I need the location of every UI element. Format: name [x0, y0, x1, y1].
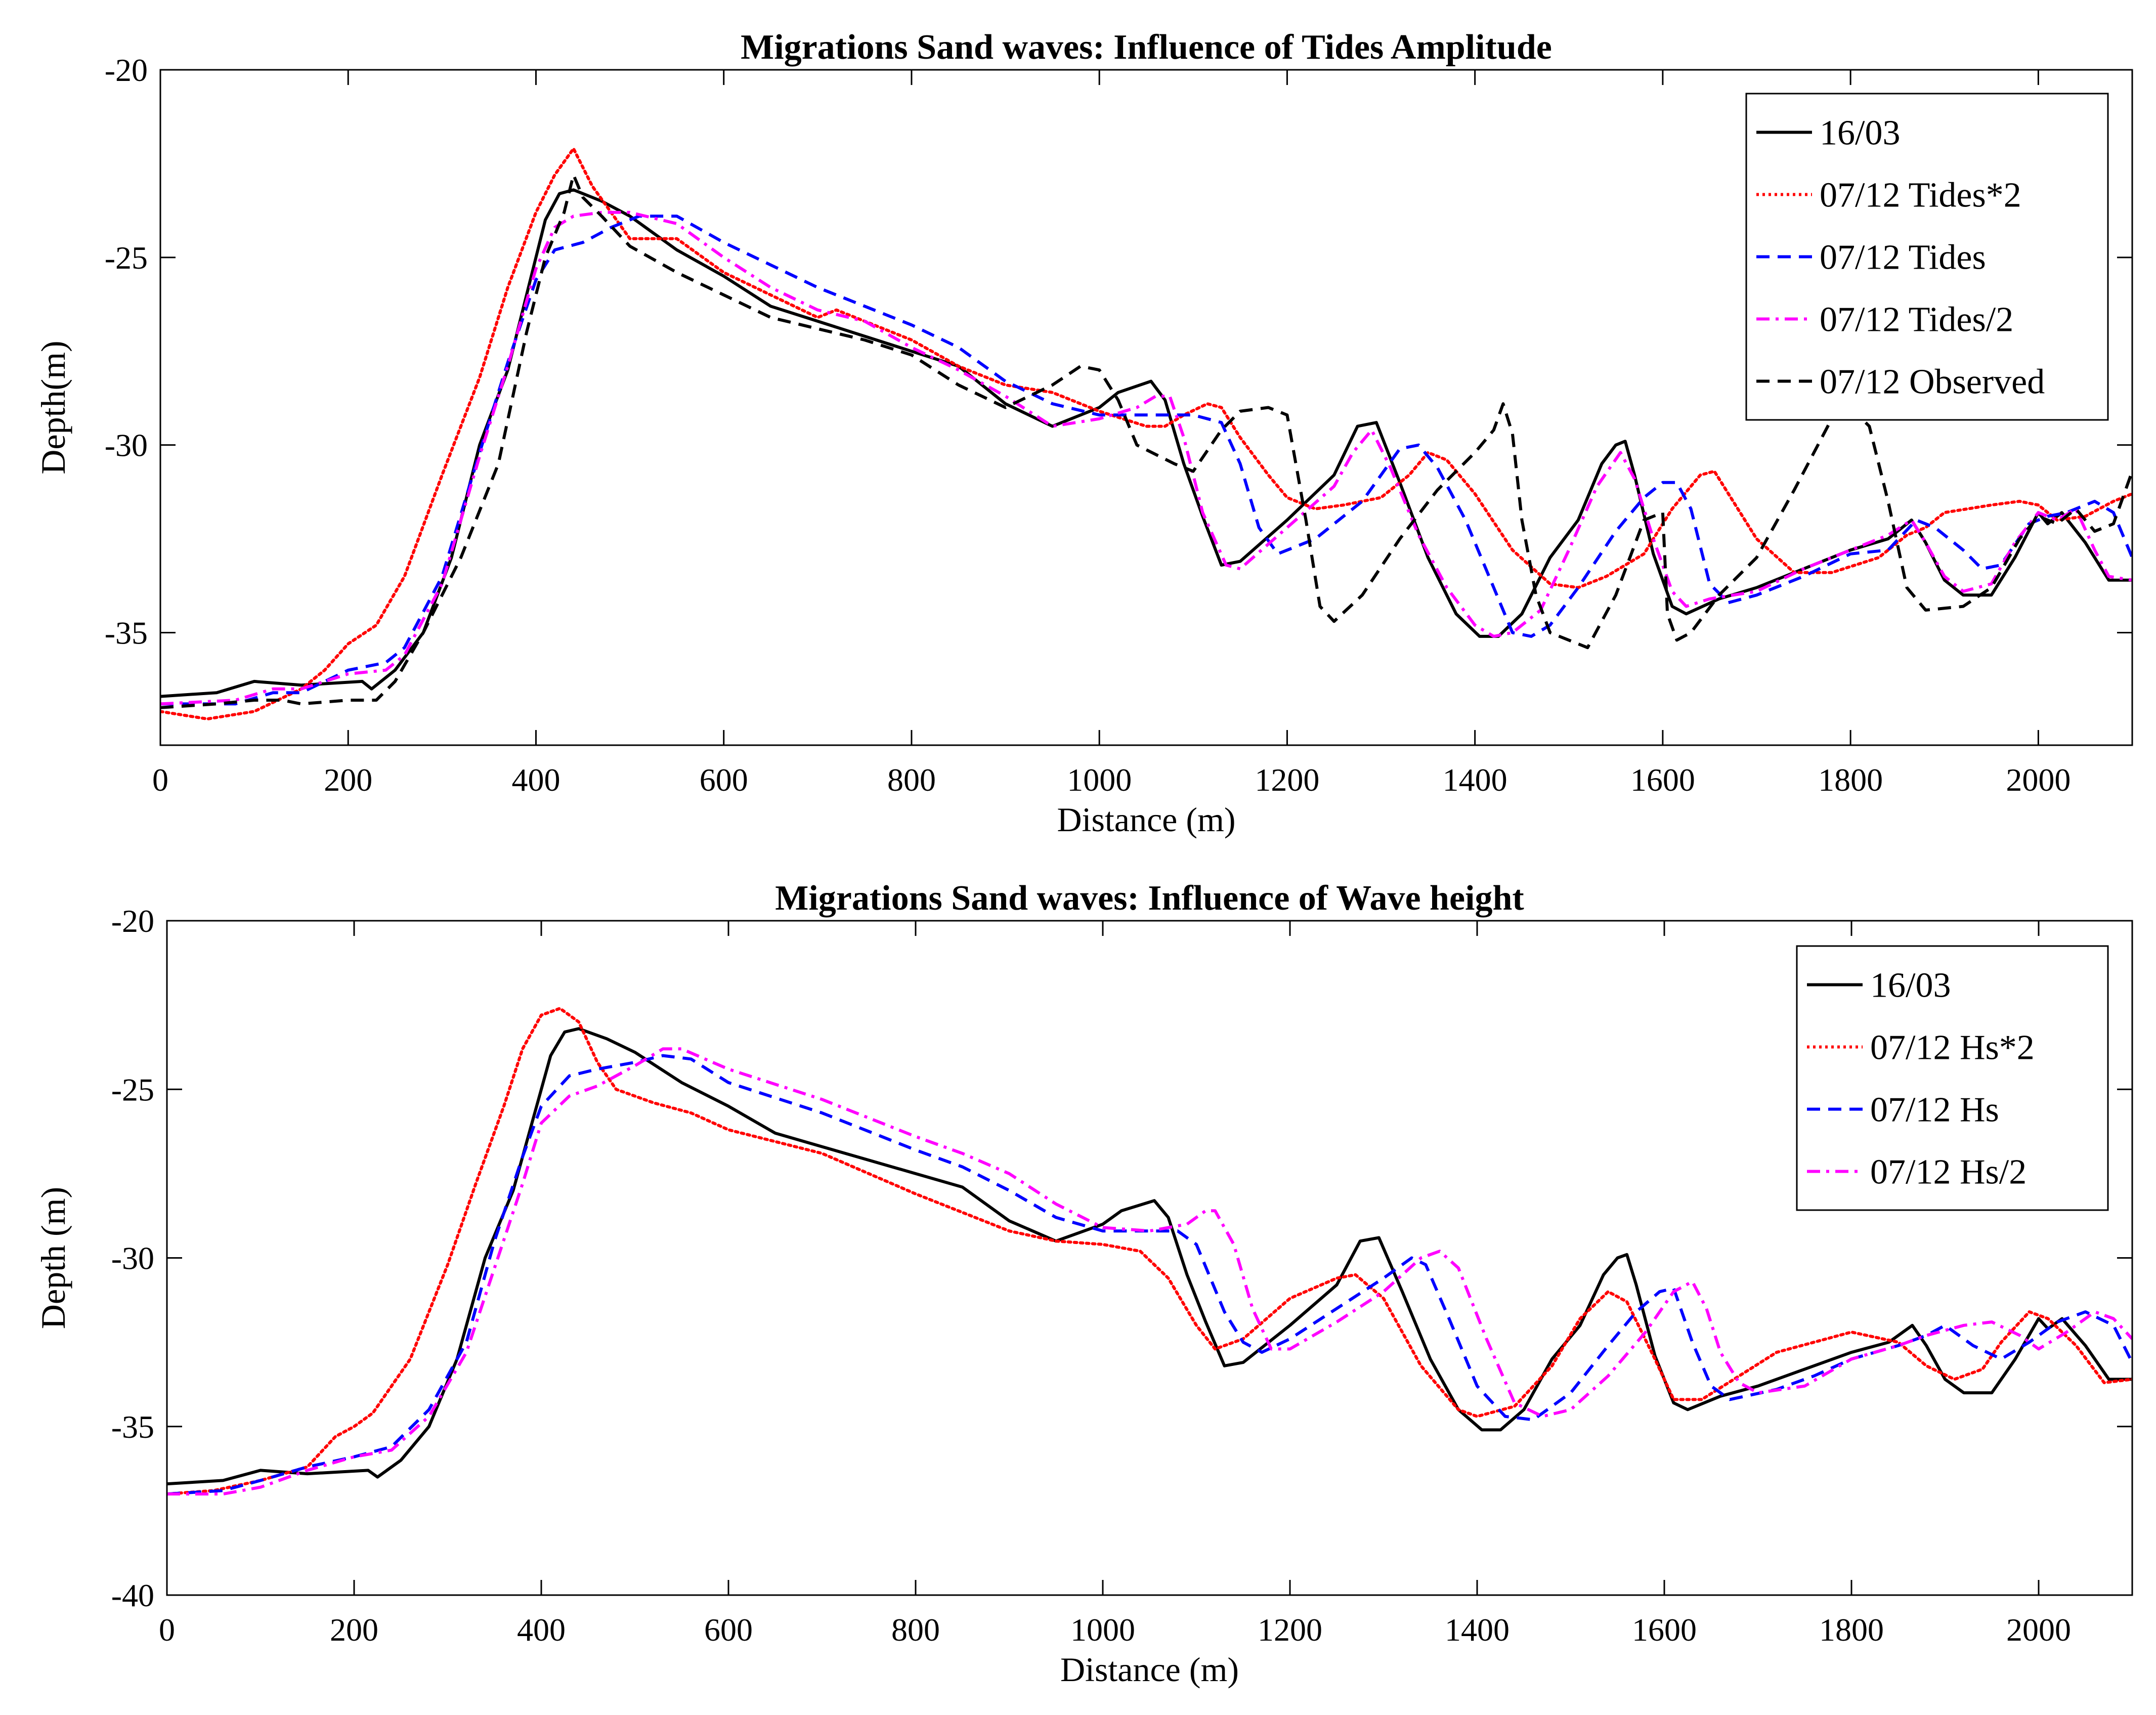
series-line-07-12-tides-2 — [160, 147, 2132, 721]
y-axis-label: Depth(m) — [34, 340, 72, 474]
x-tick-label: 1400 — [1445, 1612, 1510, 1648]
chart-tides-amplitude: Migrations Sand waves: Influence of Tide… — [34, 28, 2133, 839]
legend-entry: 16/03 — [1820, 114, 1900, 153]
axes-box — [159, 69, 2133, 746]
x-tick-label: 2000 — [2006, 762, 2071, 798]
legend-entry: 16/03 — [1870, 966, 1951, 1005]
legend-entry: 07/12 Tides — [1820, 238, 1986, 277]
y-tick-label: -35 — [105, 615, 148, 651]
x-tick-label: 1200 — [1255, 762, 1319, 798]
x-tick-label: 1200 — [1258, 1612, 1322, 1648]
x-tick-label: 200 — [324, 762, 372, 798]
legend-entry: 07/12 Hs — [1870, 1091, 1999, 1130]
x-tick-label: 0 — [159, 1612, 175, 1648]
legend-entry: 07/12 Tides/2 — [1820, 301, 2013, 339]
series-line-16-03 — [167, 1027, 2132, 1486]
chart-title: Migrations Sand waves: Influence of Tide… — [741, 28, 1552, 67]
x-tick-label: 0 — [152, 762, 168, 798]
series-line-07-12-tides — [160, 215, 2132, 706]
series-line-07-12-tides-2 — [160, 210, 2132, 706]
legend-entry: 07/12 Hs*2 — [1870, 1028, 2035, 1067]
y-tick-label: -20 — [111, 903, 154, 939]
legend-entry: 07/12 Observed — [1820, 363, 2045, 402]
legend-entry: 07/12 Hs/2 — [1870, 1153, 2026, 1192]
series-line-16-03 — [160, 188, 2132, 698]
x-axis-label: Distance (m) — [1060, 1650, 1239, 1689]
x-tick-label: 200 — [330, 1612, 378, 1648]
x-tick-label: 400 — [511, 762, 560, 798]
legend-box — [1796, 945, 2109, 1211]
legend-box — [1745, 93, 2109, 421]
y-tick-label: -30 — [111, 1240, 154, 1276]
y-tick-label: -20 — [105, 52, 148, 88]
x-tick-label: 1600 — [1630, 762, 1695, 798]
x-tick-label: 400 — [517, 1612, 566, 1648]
x-tick-label: 1600 — [1632, 1612, 1697, 1648]
x-tick-label: 2000 — [2006, 1612, 2071, 1648]
y-tick-label: -25 — [105, 240, 148, 276]
y-tick-label: -40 — [111, 1577, 154, 1613]
x-tick-label: 1400 — [1443, 762, 1507, 798]
series-line-07-12-observed — [160, 173, 2132, 709]
axes-box — [166, 920, 2133, 1596]
series-group — [160, 147, 2132, 721]
x-tick-label: 800 — [887, 762, 936, 798]
y-tick-label: -25 — [111, 1071, 154, 1107]
x-axis-label: Distance (m) — [1057, 800, 1235, 839]
legend-entry: 07/12 Tides*2 — [1820, 176, 2021, 215]
x-tick-label: 1000 — [1070, 1612, 1135, 1648]
chart-wave-height: Migrations Sand waves: Influence of Wave… — [34, 879, 2133, 1689]
series-line-07-12-hs-2 — [167, 1007, 2132, 1496]
series-group — [167, 1007, 2132, 1496]
y-axis-label: Depth (m) — [34, 1187, 72, 1329]
series-line-07-12-hs-2 — [167, 1047, 2132, 1496]
x-tick-label: 1000 — [1067, 762, 1132, 798]
x-tick-label: 1800 — [1818, 762, 1883, 798]
y-tick-label: -30 — [105, 427, 148, 463]
x-tick-label: 600 — [700, 762, 748, 798]
legend: 16/03 07/12 Tides*2 07/12 Tides 07/12 Tides… — [1745, 93, 2109, 421]
legend: 16/03 07/12 Hs*2 07/12 Hs 07/12 Hs/2 — [1796, 945, 2109, 1211]
x-tick-label: 1800 — [1819, 1612, 1884, 1648]
x-tick-label: 800 — [891, 1612, 940, 1648]
x-tick-label: 600 — [704, 1612, 753, 1648]
y-tick-label: -35 — [111, 1409, 154, 1445]
chart-title: Migrations Sand waves: Influence of Wave… — [775, 879, 1524, 918]
